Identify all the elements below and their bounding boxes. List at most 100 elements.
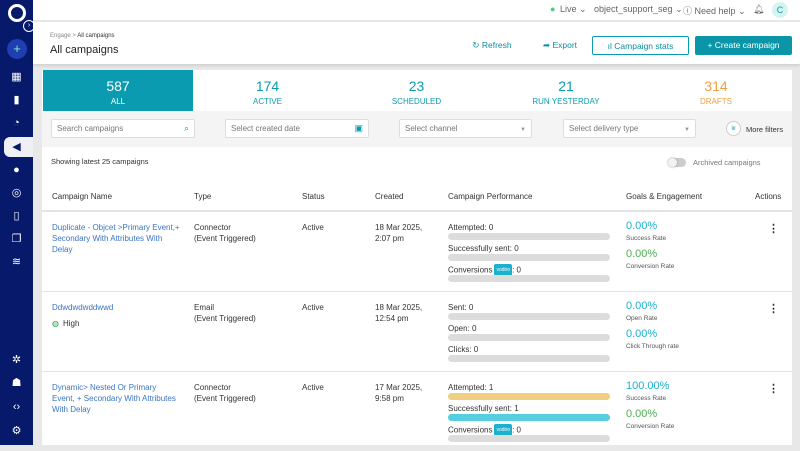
- breadcrumb: Engage > All campaigns: [50, 33, 115, 39]
- created-date: 18 Mar 2025,: [375, 303, 423, 312]
- status: Active: [302, 303, 324, 312]
- search-placeholder: Search campaigns: [57, 124, 124, 133]
- stats-label: Campaign stats: [614, 41, 674, 51]
- database-icon[interactable]: ≋: [11, 256, 22, 268]
- tab-label: DRAFTS: [700, 97, 732, 106]
- tab-drafts[interactable]: 314 DRAFTS: [641, 70, 791, 111]
- metric-text: Clicks: 0: [448, 345, 479, 354]
- table-row: Ddwdwdwddwwd ◍ High Email (Event Triggered) A…: [42, 291, 792, 371]
- goal-label: Success Rate: [626, 235, 667, 242]
- date-placeholder: Select created date: [231, 124, 300, 133]
- header-divider: [42, 210, 792, 211]
- type-primary: Connector: [194, 223, 231, 232]
- goal-label: Open Rate: [626, 315, 658, 322]
- topbar: ● Live ⌄ object_support_seg ⌄ ⓘ Need hel…: [33, 0, 800, 20]
- page-header: Engage > All campaigns All campaigns ↻ R…: [33, 22, 800, 64]
- refresh-button[interactable]: ↻ Refresh: [472, 40, 512, 50]
- created-date: 17 Mar 2025,: [375, 383, 423, 392]
- campaign-stats-button[interactable]: ıl Campaign stats: [592, 36, 689, 55]
- campaign-name-link[interactable]: Dynamic> Nested Or Primary Event, + Seco…: [52, 383, 176, 414]
- type-primary: Email: [194, 303, 215, 312]
- create-icon[interactable]: +: [7, 39, 27, 59]
- goal-value: 0.00%: [626, 300, 658, 312]
- metric-progress-bar: [448, 233, 610, 240]
- goal-value: 0.00%: [626, 408, 658, 420]
- metric-text: Successfully sent: 0: [448, 244, 519, 253]
- date-picker[interactable]: Select created date ▣: [225, 119, 369, 138]
- type-secondary: (Event Triggered): [194, 394, 256, 403]
- metric-progress-bar: [448, 393, 610, 400]
- calendar-icon: ▣: [354, 123, 363, 133]
- settings-icon[interactable]: ⚙: [11, 425, 22, 437]
- bell-icon[interactable]: 🔔︎: [753, 4, 765, 14]
- logo: [8, 4, 26, 22]
- tab-scheduled[interactable]: 23 SCHEDULED: [342, 70, 491, 111]
- megaphone-icon[interactable]: ◀: [12, 141, 21, 153]
- user-avatar[interactable]: C: [772, 2, 788, 18]
- priority-label: High: [62, 319, 80, 328]
- create-campaign-button[interactable]: + Create campaign: [695, 36, 792, 55]
- live-status-icon: ●: [550, 4, 556, 14]
- campaign-name-link[interactable]: Duplicate - Objcet >Primary Event,+ Seco…: [52, 223, 180, 254]
- network-icon[interactable]: ✲: [11, 354, 22, 366]
- more-actions-icon[interactable]: ⋮: [768, 303, 779, 315]
- created-time: 12:54 pm: [375, 314, 409, 323]
- tab-all[interactable]: 587 ALL: [43, 70, 193, 111]
- campaign-count: Showing latest 25 campaigns: [51, 157, 149, 166]
- search-input[interactable]: Search campaigns ⌕: [51, 119, 195, 138]
- env-dropdown[interactable]: Live ⌄: [560, 4, 587, 14]
- metric-text: Sent: 0: [448, 303, 474, 312]
- export-button[interactable]: ➦ Export: [542, 40, 578, 50]
- sidebar-item-engage[interactable]: [4, 137, 33, 157]
- column-header: Goals & Engagement: [626, 192, 703, 201]
- type-secondary: (Event Triggered): [194, 234, 256, 243]
- more-actions-icon[interactable]: ⋮: [768, 383, 779, 395]
- refresh-label: Refresh: [481, 40, 512, 50]
- timer-icon[interactable]: ●: [13, 164, 20, 176]
- goal-label: Success Rate: [626, 395, 667, 402]
- dashboard-icon[interactable]: ▦: [11, 71, 22, 83]
- archived-toggle[interactable]: [668, 158, 686, 167]
- progress-fill: [448, 414, 610, 421]
- tab-label: RUN YESTERDAY: [532, 97, 600, 106]
- campaign-name-link[interactable]: Ddwdwdwddwwd: [52, 303, 114, 312]
- more-filters-button[interactable]: More filters: [746, 125, 784, 134]
- tab-label: SCHEDULED: [391, 97, 442, 106]
- created-date: 18 Mar 2025,: [375, 223, 423, 232]
- help-dropdown[interactable]: ⓘ Need help ⌄: [683, 6, 746, 16]
- metric-progress-bar: [448, 334, 610, 341]
- campaigns-panel: 587 ALL 174 ACTIVE 23 SCHEDULED 21 RUN YESTERDA…: [42, 70, 792, 445]
- metric-text: Conversions: [448, 425, 493, 435]
- delivery-type-select[interactable]: Select delivery type ▼: [563, 119, 696, 138]
- segment-tag: vodoo: [494, 264, 513, 277]
- user-icon[interactable]: ◎: [11, 187, 22, 199]
- gallery-icon[interactable]: ❐: [11, 233, 22, 245]
- channel-select[interactable]: Select channel ▼: [399, 119, 532, 138]
- pie-chart-icon[interactable]: ◔: [13, 117, 20, 129]
- document-icon[interactable]: ▯: [13, 210, 20, 222]
- code-icon[interactable]: ‹›: [12, 401, 21, 413]
- metric-progress-bar: [448, 313, 610, 320]
- archived-label: Archived campaigns: [693, 158, 761, 167]
- filter-icon[interactable]: ⩸: [726, 121, 741, 136]
- metric-value: : 0: [512, 265, 521, 275]
- priority-badge: ◍ High: [52, 318, 79, 329]
- metric-progress-bar: [448, 435, 610, 442]
- workspace-dropdown[interactable]: object_support_seg ⌄: [594, 4, 683, 14]
- table-row: Dynamic> Nested Or Primary Event, + Seco…: [42, 371, 792, 451]
- globe-icon: ◍: [52, 319, 59, 328]
- goal-value: 100.00%: [626, 380, 670, 392]
- breadcrumb-engage[interactable]: Engage: [50, 33, 71, 39]
- column-header: Campaign Name: [52, 192, 113, 201]
- more-actions-icon[interactable]: ⋮: [768, 223, 779, 235]
- tab-run-yesterday[interactable]: 21 RUN YESTERDAY: [491, 70, 641, 111]
- metric-text: Attempted: 1: [448, 383, 494, 392]
- academy-icon[interactable]: ☗: [11, 377, 22, 389]
- type-secondary: (Event Triggered): [194, 314, 256, 323]
- tab-count: 23: [408, 78, 425, 94]
- tab-count: 587: [106, 78, 130, 94]
- tab-active[interactable]: 174 ACTIVE: [193, 70, 342, 111]
- metric-progress-bar: [448, 254, 610, 261]
- metric-text: Successfully sent: 1: [448, 404, 519, 413]
- analytics-icon[interactable]: ▮: [13, 94, 20, 106]
